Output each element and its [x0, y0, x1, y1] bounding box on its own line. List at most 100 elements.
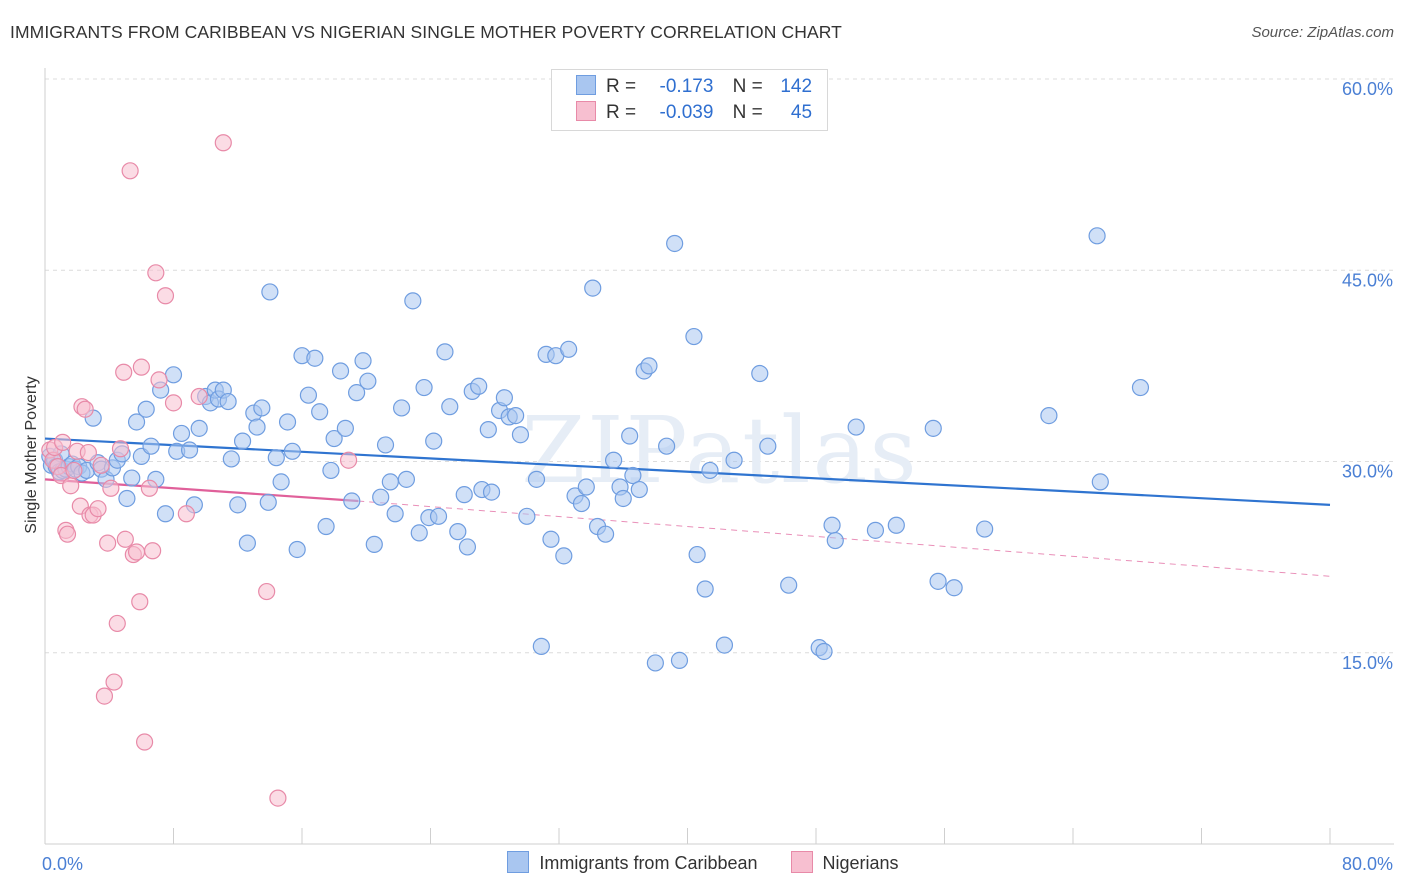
caribbean-point	[1091, 473, 1109, 491]
legend-r-value: -0.039	[659, 102, 714, 123]
nigerian-point	[89, 500, 107, 518]
caribbean-point	[685, 327, 703, 346]
nigerian-trend-line	[44, 478, 359, 503]
y-tick-label: 15.0%	[1342, 653, 1393, 673]
y-axis-label: Single Mother Poverty	[23, 376, 40, 533]
nigerian-point	[92, 456, 110, 474]
caribbean-point	[1040, 407, 1058, 425]
caribbean-point	[365, 535, 383, 553]
caribbean-point	[288, 540, 306, 559]
nigerian-point	[99, 534, 117, 552]
nigerian-point	[214, 134, 232, 152]
nigerian-point	[258, 582, 276, 601]
caribbean-point	[306, 349, 324, 367]
caribbean-point	[267, 449, 285, 467]
nigerian-point	[156, 287, 175, 305]
caribbean-point	[410, 524, 428, 542]
nigerian-point	[62, 477, 80, 495]
caribbean-point	[815, 642, 833, 661]
caribbean-point	[429, 507, 448, 525]
data-points	[41, 134, 1150, 807]
caribbean-point	[238, 534, 256, 552]
caribbean-point	[311, 403, 329, 421]
y-tick-label: 45.0%	[1342, 270, 1393, 290]
caribbean-point	[449, 523, 467, 541]
caribbean-point	[248, 418, 266, 436]
caribbean-point	[527, 470, 546, 488]
nigerian-point	[339, 451, 358, 469]
y-tick-label: 60.0%	[1342, 79, 1393, 99]
nigerian-point	[147, 264, 165, 282]
legend-row-caribbean: R = -0.173 N = 142	[576, 75, 812, 101]
caribbean-point	[381, 473, 399, 491]
nigerian-trend-extension	[358, 500, 1331, 577]
legend-r-value: -0.173	[659, 76, 714, 97]
caribbean-point	[847, 418, 865, 436]
caribbean-point	[325, 429, 343, 448]
caribbean-point	[511, 426, 530, 444]
caribbean-point	[317, 517, 335, 536]
nigerian-point	[76, 400, 94, 418]
caribbean-point	[725, 451, 743, 469]
caribbean-point	[259, 493, 277, 511]
caribbean-point	[272, 473, 290, 491]
caribbean-point	[348, 384, 366, 402]
caribbean-point	[976, 520, 994, 538]
caribbean-point	[222, 450, 240, 468]
caribbean-point	[715, 636, 734, 654]
caribbean-point	[605, 451, 623, 469]
caribbean-point	[751, 364, 769, 383]
caribbean-point	[137, 400, 155, 418]
caribbean-point	[278, 413, 297, 431]
caribbean-point	[532, 637, 550, 655]
caribbean-point	[397, 470, 416, 488]
caribbean-point	[479, 421, 497, 439]
nigerian-point	[65, 461, 83, 480]
stats-legend: R = -0.173 N = 142 R = -0.039 N = 45	[551, 69, 828, 131]
legend-swatch-caribbean	[507, 851, 530, 873]
caribbean-point	[164, 366, 183, 384]
caribbean-point	[458, 538, 477, 556]
nigerian-point	[177, 505, 195, 523]
nigerian-point	[132, 358, 150, 376]
caribbean-point	[670, 651, 689, 670]
y-tick-label: 30.0%	[1342, 462, 1393, 482]
nigerian-point	[144, 542, 162, 560]
nigerian-point	[102, 479, 120, 497]
legend-item-nigerians: Nigerians	[790, 851, 899, 874]
legend-r-label: R =	[606, 76, 637, 97]
caribbean-point	[261, 283, 279, 301]
y-tick-labels: 15.0% 30.0% 45.0% 60.0%	[1342, 79, 1393, 673]
legend-n-value: 45	[790, 102, 813, 123]
nigerian-point	[121, 162, 139, 180]
nigerian-point	[95, 687, 114, 705]
caribbean-point	[470, 377, 488, 395]
caribbean-point	[945, 579, 963, 597]
nigerian-point	[108, 614, 126, 633]
legend-label-nigerians: Nigerians	[822, 853, 899, 873]
caribbean-point	[482, 483, 501, 501]
trend-lines	[44, 437, 1331, 577]
caribbean-point	[372, 488, 390, 506]
nigerian-point	[140, 479, 159, 497]
caribbean-point	[542, 530, 560, 548]
legend-swatch-nigerians	[576, 101, 596, 121]
caribbean-point	[826, 531, 844, 550]
caribbean-point	[336, 419, 354, 437]
caribbean-point	[596, 525, 615, 543]
legend-item-caribbean: Immigrants from Caribbean	[507, 851, 758, 874]
caribbean-point	[436, 343, 454, 361]
caribbean-point	[759, 437, 777, 455]
caribbean-point	[299, 386, 318, 404]
caribbean-point	[518, 507, 536, 525]
caribbean-point	[127, 413, 146, 431]
legend-r-label: R =	[606, 102, 637, 123]
caribbean-point	[322, 461, 340, 480]
caribbean-point	[577, 478, 595, 496]
nigerian-point	[127, 543, 146, 561]
caribbean-point	[233, 432, 252, 450]
caribbean-point	[555, 547, 573, 565]
caribbean-point	[780, 576, 798, 594]
nigerian-point	[269, 789, 287, 807]
